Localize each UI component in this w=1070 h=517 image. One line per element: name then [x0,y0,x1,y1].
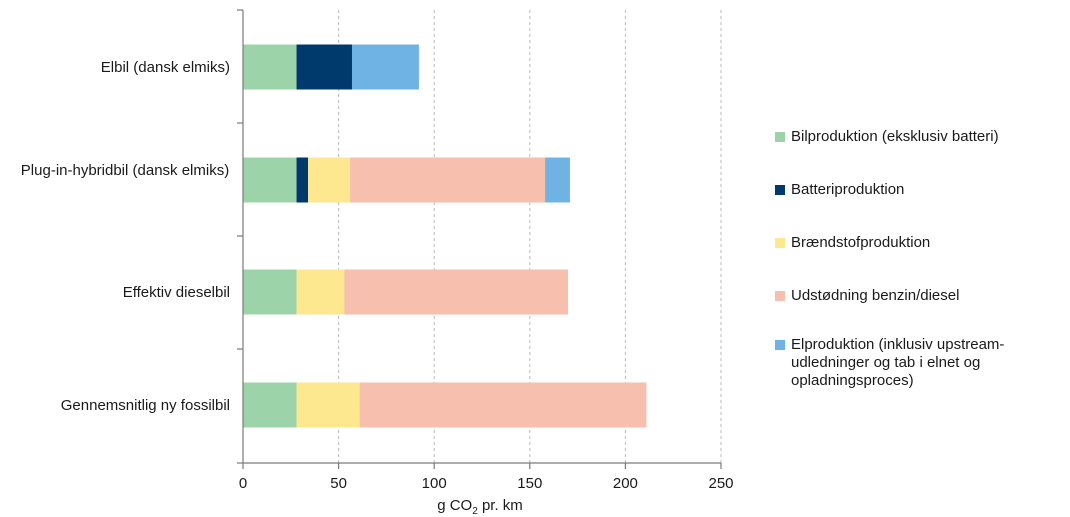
bar-segment [545,157,570,203]
legend-swatch [775,238,785,248]
bar-segment [350,157,546,203]
legend-label: Elproduktion (inklusiv upstream-udlednin… [791,336,1005,389]
x-tick-label: 150 [517,475,542,492]
bar-segment [308,157,351,203]
legend-label: Udstødning benzin/diesel [791,287,960,304]
bar-segment [296,269,345,315]
bar-segment [243,269,297,315]
category-label: Gennemsnitlig ny fossilbil [60,397,230,414]
x-axis-label: g CO2 pr. km [437,497,523,517]
bar-segment [344,269,569,315]
legend-label: Brændstofproduktion [791,234,931,251]
legend-label: Batteriproduktion [791,181,905,198]
axes [237,9,722,469]
category-label: Elbil (dansk elmiks) [100,59,230,76]
bar-segment [351,44,419,90]
legend-swatch [775,291,785,301]
bar-segment [296,157,309,203]
bar-segment [243,157,297,203]
bars [243,44,647,428]
legend-swatch [775,132,785,142]
legend-label: Bilproduktion (eksklusiv batteri) [791,128,999,145]
bar-segment [359,382,647,428]
x-tick-label: 50 [330,475,347,492]
x-tick-label: 100 [422,475,447,492]
x-tick-label: 250 [708,475,733,492]
x-tick-label: 0 [239,475,247,492]
category-label: Effektiv dieselbil [122,284,230,301]
x-tick-label: 200 [613,475,638,492]
category-label: Plug-in-hybridbil (dansk elmiks) [20,162,230,179]
legend-swatch [775,185,785,195]
bar-segment [243,44,297,90]
legend-swatch [775,340,785,350]
bar-segment [296,382,360,428]
bar-segment [296,44,352,90]
x-tick-labels: 0 50 100 150 200 250 [239,475,734,492]
bar-segment [243,382,297,428]
